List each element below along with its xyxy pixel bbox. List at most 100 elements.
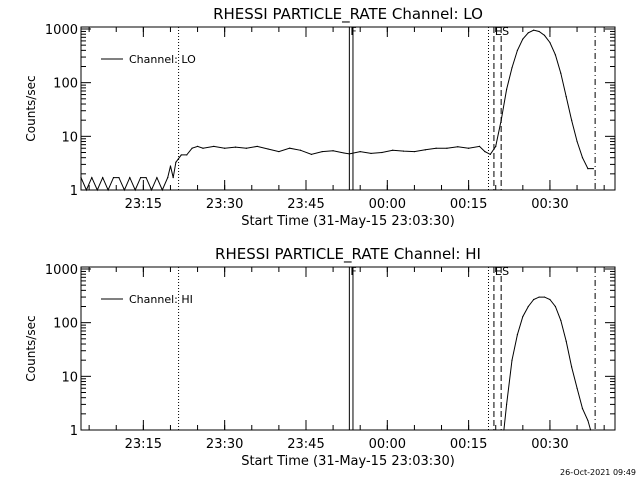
data-point <box>112 177 115 179</box>
x-tick-label: 00:15 <box>450 197 487 212</box>
chart-title: RHESSI PARTICLE_RATE Channel: HI <box>215 245 481 264</box>
data-point <box>592 168 594 170</box>
data-point <box>538 296 540 298</box>
data-point <box>554 54 556 56</box>
data-point <box>299 149 302 151</box>
event-marker-label: S <box>502 25 509 38</box>
y-tick-label: 100 <box>53 77 78 92</box>
data-point <box>321 150 323 153</box>
data-point <box>186 154 188 156</box>
y-axis-label: Counts/sec <box>24 315 38 381</box>
x-tick-label: 00:15 <box>450 437 487 452</box>
data-point <box>123 189 125 191</box>
data-point <box>522 38 524 40</box>
data-point <box>516 333 519 336</box>
data-point <box>500 119 502 121</box>
series-line-0 <box>80 29 594 192</box>
x-tick-label: 00:30 <box>531 197 568 212</box>
data-point <box>543 34 546 36</box>
event-marker-label: E <box>495 25 502 38</box>
data-point <box>267 148 269 150</box>
data-point <box>289 147 291 149</box>
data-point <box>332 150 334 152</box>
data-point <box>172 177 174 179</box>
data-point <box>543 296 546 298</box>
y-axis-label: Counts/sec <box>24 75 38 141</box>
data-point <box>102 177 104 179</box>
data-point <box>213 145 215 147</box>
x-axis-label: Start Time (31-May-15 23:03:30) <box>241 214 455 229</box>
data-point <box>91 177 93 179</box>
data-point <box>533 29 535 31</box>
data-point <box>167 177 169 179</box>
y-tick-label: 1000 <box>45 263 78 278</box>
data-point <box>533 298 535 301</box>
data-point <box>245 147 247 149</box>
data-point <box>169 165 172 167</box>
data-point <box>503 429 505 431</box>
data-point <box>489 153 491 156</box>
data-point <box>413 150 416 153</box>
x-tick-label: 23:15 <box>125 197 162 212</box>
y-tick-label: 1000 <box>45 23 78 38</box>
data-point <box>107 189 109 191</box>
x-axis-label: Start Time (31-May-15 23:03:30) <box>241 454 455 469</box>
data-point <box>424 149 426 151</box>
data-point <box>96 189 98 191</box>
y-tick-label: 1 <box>70 184 78 199</box>
legend-entry: Channel: LO <box>129 53 196 66</box>
data-point <box>505 88 508 90</box>
data-point <box>565 96 567 98</box>
data-point <box>348 153 350 155</box>
data-point <box>505 403 508 405</box>
timestamp: 26-Oct-2021 09:49 <box>560 468 636 477</box>
data-point <box>180 154 182 156</box>
y-tick-label: 100 <box>53 317 78 332</box>
data-point <box>381 151 383 154</box>
data-point <box>571 366 573 368</box>
data-point <box>511 67 513 69</box>
data-point <box>145 177 147 179</box>
x-tick-label: 00:00 <box>369 197 406 212</box>
data-point <box>538 30 540 33</box>
data-point <box>554 305 556 308</box>
data-point <box>468 147 470 149</box>
data-point <box>80 177 82 179</box>
data-point <box>527 32 529 34</box>
data-point <box>359 150 361 153</box>
data-point <box>495 145 497 147</box>
data-point <box>161 189 163 191</box>
data-point <box>571 119 573 121</box>
plot-frame <box>80 26 616 191</box>
event-marker-label: F <box>350 25 356 38</box>
data-point <box>549 298 551 301</box>
data-point <box>478 145 481 147</box>
x-tick-label: 23:30 <box>206 197 243 212</box>
data-point <box>196 145 199 147</box>
data-point <box>343 152 345 154</box>
event-marker-label: E <box>495 265 502 278</box>
x-tick-label: 00:00 <box>369 437 406 452</box>
data-point <box>140 177 142 179</box>
data-point <box>234 146 237 148</box>
data-point <box>129 177 131 179</box>
data-point <box>224 147 226 149</box>
chart-panel-0: RHESSI PARTICLE_RATE Channel: LO Counts/s… <box>24 5 616 229</box>
data-point <box>134 189 136 191</box>
data-point <box>484 150 486 153</box>
data-point <box>402 150 405 152</box>
x-tick-label: 23:15 <box>125 437 162 452</box>
plot-frame <box>80 266 616 431</box>
data-point <box>278 150 280 153</box>
data-point <box>446 147 448 149</box>
data-point <box>435 147 437 149</box>
event-marker-label: F <box>350 265 356 278</box>
legend-entry: Channel: HI <box>129 293 193 306</box>
data-point <box>175 161 177 163</box>
data-point <box>310 153 313 156</box>
y-tick-label: 1 <box>70 424 78 439</box>
y-tick-label: 10 <box>61 130 78 145</box>
data-point <box>587 419 589 422</box>
data-point <box>590 429 592 431</box>
